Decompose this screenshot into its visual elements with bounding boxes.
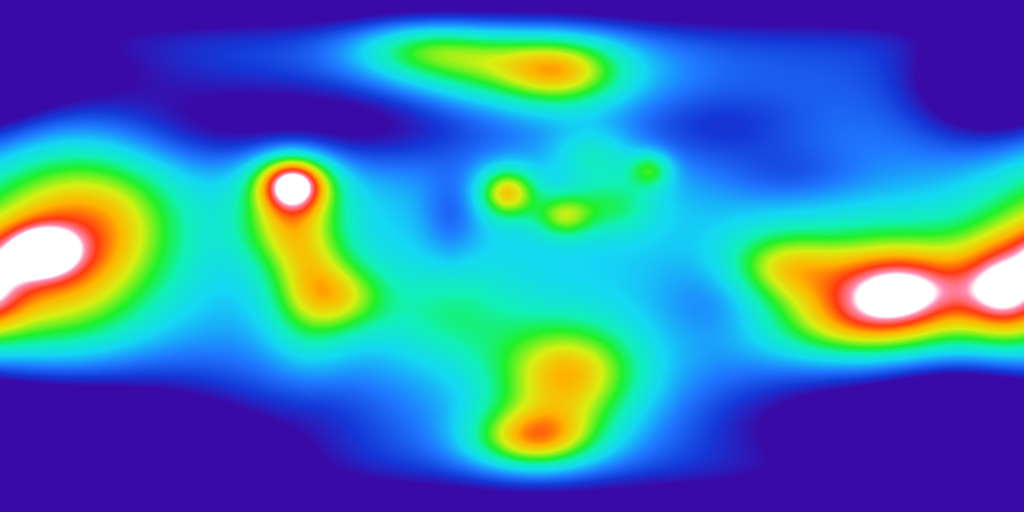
heatmap-canvas <box>0 0 1024 512</box>
field-map <box>0 0 1024 512</box>
